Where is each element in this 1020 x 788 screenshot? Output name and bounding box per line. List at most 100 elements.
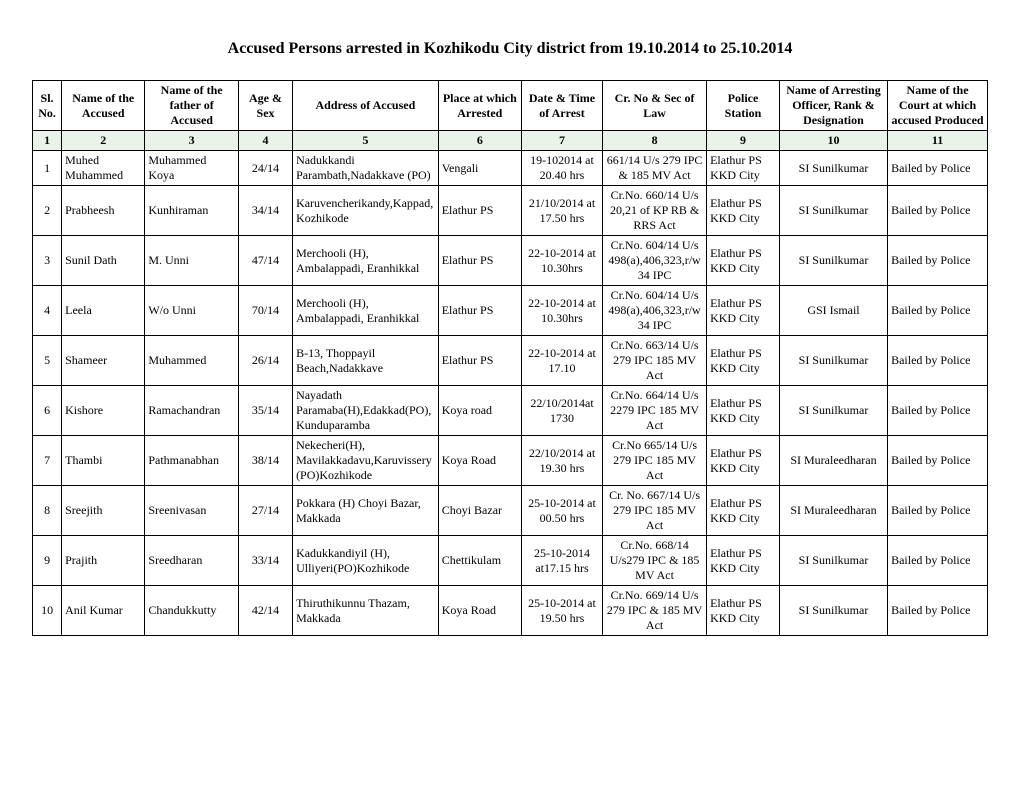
table-row: 3Sunil DathM. Unni47/14Merchooli (H), Am…: [33, 236, 988, 286]
cell-age: 35/14: [238, 386, 292, 436]
cell-place: Koya road: [438, 386, 521, 436]
cell-court: Bailed by Police: [888, 536, 988, 586]
cell-addr: Kadukkandiyil (H), Ulliyeri(PO)Kozhikode: [293, 536, 439, 586]
cell-cr: Cr.No. 660/14 U/s 20,21 of KP RB & RRS A…: [603, 186, 707, 236]
cell-cr: Cr.No. 668/14 U/s279 IPC & 185 MV Act: [603, 536, 707, 586]
table-row: 7ThambiPathmanabhan38/14Nekecheri(H), Ma…: [33, 436, 988, 486]
cell-name: Muhed Muhammed: [62, 151, 145, 186]
cell-ps: Elathur PS KKD City: [707, 286, 780, 336]
cell-ps: Elathur PS KKD City: [707, 486, 780, 536]
cell-ps: Elathur PS KKD City: [707, 436, 780, 486]
table-row: 2PrabheeshKunhiraman34/14Karuvencherikan…: [33, 186, 988, 236]
cell-cr: Cr.No. 669/14 U/s 279 IPC & 185 MV Act: [603, 586, 707, 636]
cell-father: Chandukkutty: [145, 586, 239, 636]
colnum: 3: [145, 131, 239, 151]
cell-ps: Elathur PS KKD City: [707, 236, 780, 286]
col-header-off: Name of Arresting Officer, Rank & Design…: [779, 81, 887, 131]
cell-cr: Cr.No 665/14 U/s 279 IPC 185 MV Act: [603, 436, 707, 486]
cell-father: Pathmanabhan: [145, 436, 239, 486]
cell-cr: Cr.No. 604/14 U/s 498(a),406,323,r/w 34 …: [603, 236, 707, 286]
cell-name: Leela: [62, 286, 145, 336]
cell-addr: B-13, Thoppayil Beach,Nadakkave: [293, 336, 439, 386]
cell-cr: Cr.No. 604/14 U/s 498(a),406,323,r/w 34 …: [603, 286, 707, 336]
table-row: 5ShameerMuhammed26/14B-13, Thoppayil Bea…: [33, 336, 988, 386]
cell-officer: SI Muraleedharan: [779, 436, 887, 486]
cell-date: 25-10-2014 at17.15 hrs: [521, 536, 602, 586]
cell-date: 22-10-2014 at 10.30hrs: [521, 286, 602, 336]
colnum: 4: [238, 131, 292, 151]
cell-name: Sunil Dath: [62, 236, 145, 286]
cell-father: Kunhiraman: [145, 186, 239, 236]
col-header-sl: Sl. No.: [33, 81, 62, 131]
cell-age: 24/14: [238, 151, 292, 186]
cell-sl: 9: [33, 536, 62, 586]
cell-sl: 8: [33, 486, 62, 536]
colnum: 10: [779, 131, 887, 151]
colnum: 1: [33, 131, 62, 151]
cell-ps: Elathur PS KKD City: [707, 586, 780, 636]
cell-cr: Cr.No. 663/14 U/s 279 IPC 185 MV Act: [603, 336, 707, 386]
table-header-row: Sl. No. Name of the Accused Name of the …: [33, 81, 988, 131]
cell-officer: SI Sunilkumar: [779, 336, 887, 386]
table-row: 1Muhed MuhammedMuhammed Koya24/14Nadukka…: [33, 151, 988, 186]
col-header-addr: Address of Accused: [293, 81, 439, 131]
col-header-court: Name of the Court at which accused Produ…: [888, 81, 988, 131]
cell-name: Prajith: [62, 536, 145, 586]
cell-court: Bailed by Police: [888, 286, 988, 336]
cell-addr: Pokkara (H) Choyi Bazar, Makkada: [293, 486, 439, 536]
cell-officer: SI Sunilkumar: [779, 586, 887, 636]
cell-father: Sreenivasan: [145, 486, 239, 536]
cell-name: Shameer: [62, 336, 145, 386]
cell-name: Prabheesh: [62, 186, 145, 236]
col-header-cr: Cr. No & Sec of Law: [603, 81, 707, 131]
colnum: 11: [888, 131, 988, 151]
table-row: 9PrajithSreedharan33/14Kadukkandiyil (H)…: [33, 536, 988, 586]
cell-sl: 7: [33, 436, 62, 486]
cell-age: 34/14: [238, 186, 292, 236]
cell-sl: 6: [33, 386, 62, 436]
cell-place: Choyi Bazar: [438, 486, 521, 536]
cell-court: Bailed by Police: [888, 586, 988, 636]
cell-place: Elathur PS: [438, 286, 521, 336]
cell-father: M. Unni: [145, 236, 239, 286]
cell-cr: 661/14 U/s 279 IPC & 185 MV Act: [603, 151, 707, 186]
cell-addr: Nadukkandi Parambath,Nadakkave (PO): [293, 151, 439, 186]
cell-place: Chettikulam: [438, 536, 521, 586]
cell-court: Bailed by Police: [888, 336, 988, 386]
cell-court: Bailed by Police: [888, 436, 988, 486]
col-header-name: Name of the Accused: [62, 81, 145, 131]
cell-age: 70/14: [238, 286, 292, 336]
cell-place: Elathur PS: [438, 186, 521, 236]
table-row: 8SreejithSreenivasan27/14Pokkara (H) Cho…: [33, 486, 988, 536]
cell-ps: Elathur PS KKD City: [707, 386, 780, 436]
table-row: 4LeelaW/o Unni70/14Merchooli (H), Ambala…: [33, 286, 988, 336]
table-number-row: 1 2 3 4 5 6 7 8 9 10 11: [33, 131, 988, 151]
table-row: 6KishoreRamachandran35/14Nayadath Parama…: [33, 386, 988, 436]
cell-court: Bailed by Police: [888, 236, 988, 286]
cell-place: Elathur PS: [438, 336, 521, 386]
cell-ps: Elathur PS KKD City: [707, 536, 780, 586]
cell-age: 27/14: [238, 486, 292, 536]
cell-cr: Cr.No. 664/14 U/s 2279 IPC 185 MV Act: [603, 386, 707, 436]
cell-sl: 3: [33, 236, 62, 286]
cell-addr: Nayadath Paramaba(H),Edakkad(PO),Kundupa…: [293, 386, 439, 436]
cell-name: Anil Kumar: [62, 586, 145, 636]
cell-date: 19-102014 at 20.40 hrs: [521, 151, 602, 186]
cell-date: 22/10/2014 at 19.30 hrs: [521, 436, 602, 486]
cell-officer: GSI Ismail: [779, 286, 887, 336]
page-title: Accused Persons arrested in Kozhikodu Ci…: [32, 40, 988, 58]
cell-name: Thambi: [62, 436, 145, 486]
cell-addr: Karuvencherikandy,Kappad, Kozhikode: [293, 186, 439, 236]
cell-name: Kishore: [62, 386, 145, 436]
col-header-place: Place at which Arrested: [438, 81, 521, 131]
cell-addr: Thiruthikunnu Thazam, Makkada: [293, 586, 439, 636]
cell-sl: 2: [33, 186, 62, 236]
cell-father: Sreedharan: [145, 536, 239, 586]
cell-place: Vengali: [438, 151, 521, 186]
cell-officer: SI Sunilkumar: [779, 236, 887, 286]
cell-ps: Elathur PS KKD City: [707, 186, 780, 236]
cell-place: Elathur PS: [438, 236, 521, 286]
cell-sl: 4: [33, 286, 62, 336]
table-row: 10Anil KumarChandukkutty42/14Thiruthikun…: [33, 586, 988, 636]
cell-court: Bailed by Police: [888, 151, 988, 186]
